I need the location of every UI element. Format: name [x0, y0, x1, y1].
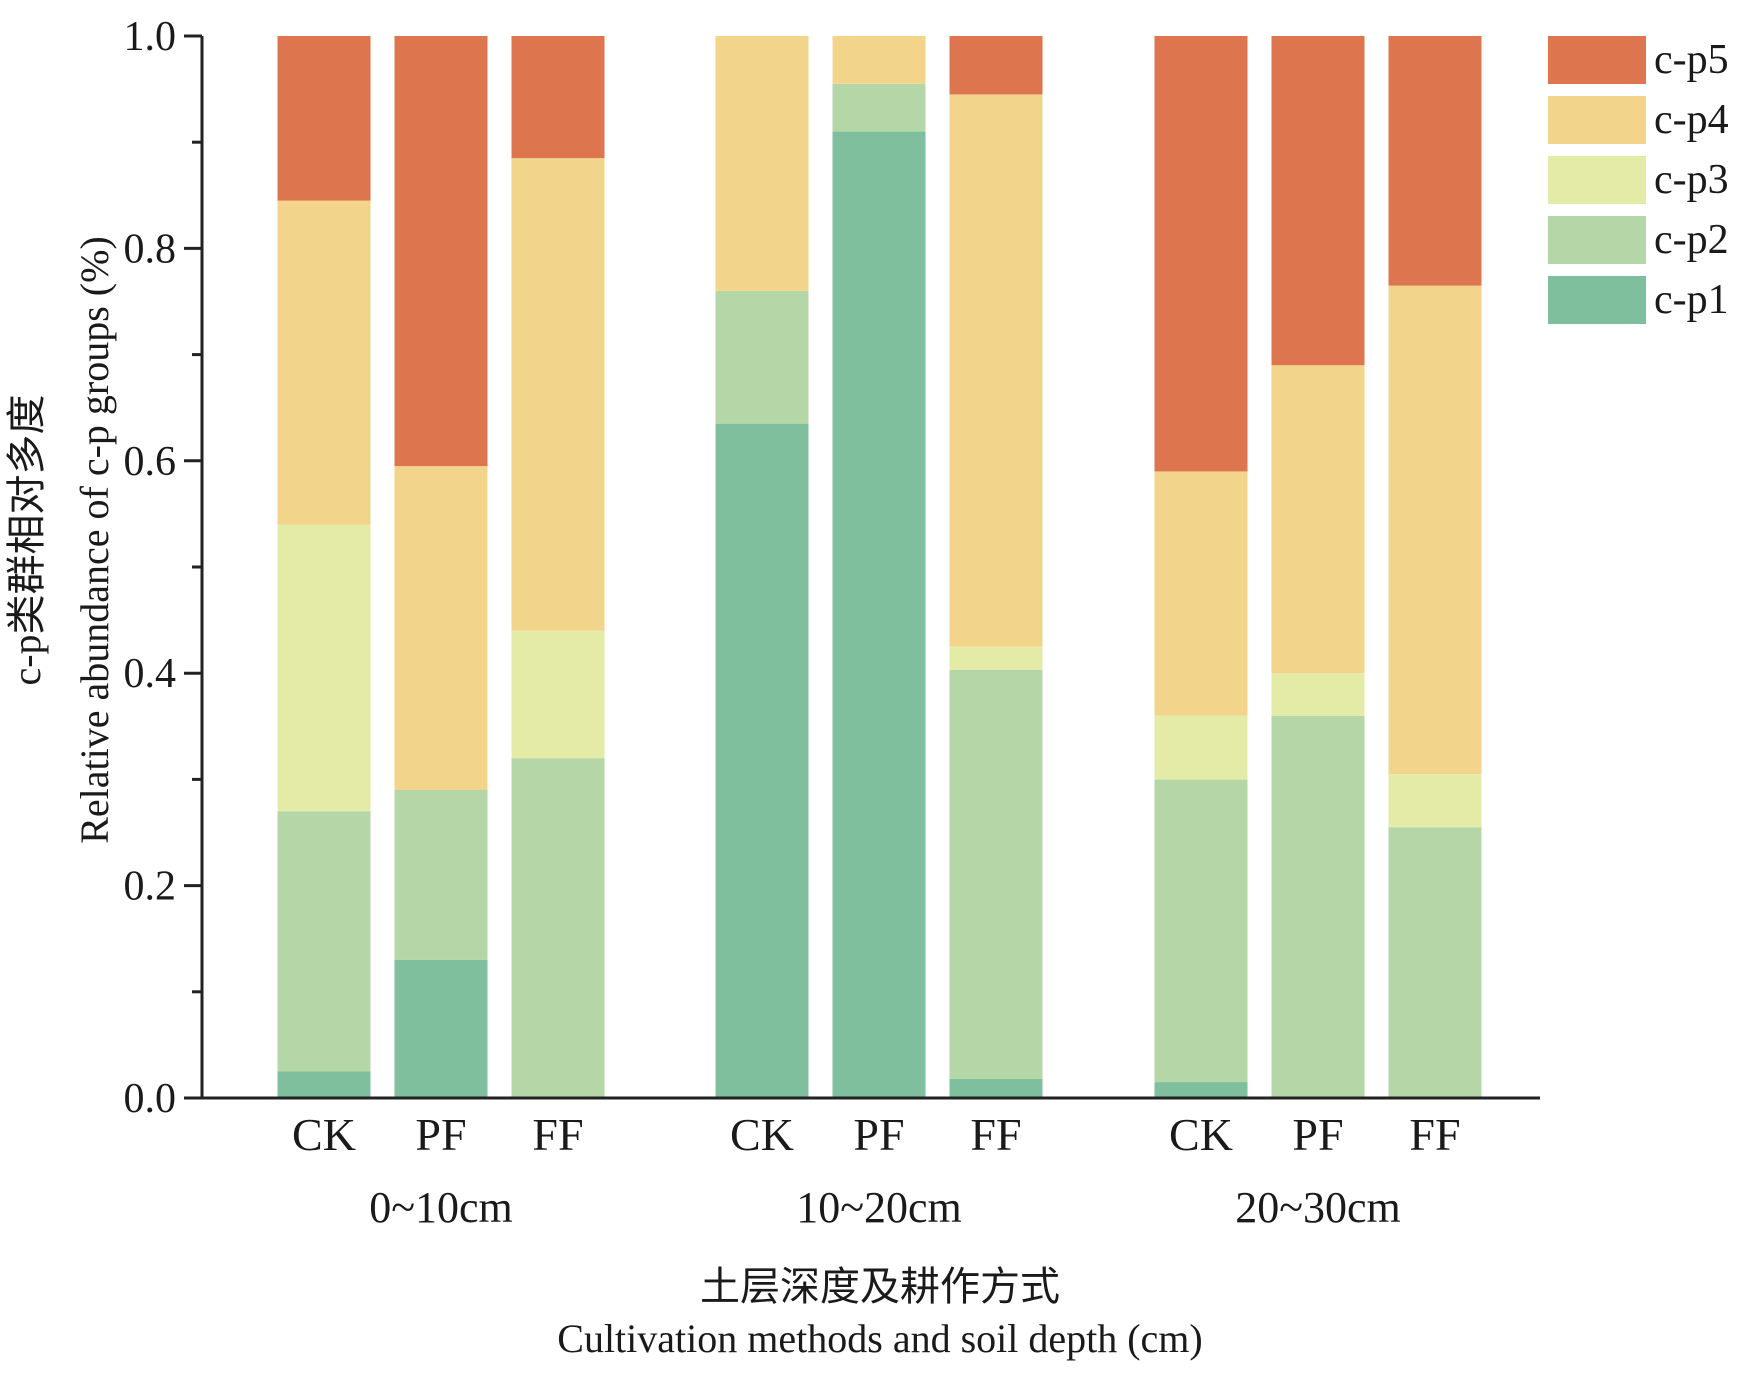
y-tick-label: 0.2 — [124, 864, 177, 910]
x-category-label: CK — [730, 1109, 794, 1160]
bar-segment-c-p2-6 — [949, 670, 1043, 1079]
bar-segment-c-p2-1 — [277, 811, 371, 1072]
x-category-label: FF — [532, 1109, 583, 1160]
bar-segment-c-p1-4 — [715, 423, 809, 1098]
y-tick-label: 0.8 — [124, 226, 177, 272]
bar-segment-c-p3-3 — [511, 630, 605, 759]
bars-layer — [277, 36, 1482, 1098]
bar-segment-c-p1-6 — [949, 1078, 1043, 1098]
legend-label-c-p4: c-p4 — [1654, 97, 1729, 143]
legend-swatch-c-p2 — [1548, 216, 1646, 264]
bar-segment-c-p3-8 — [1271, 673, 1365, 716]
bar-segment-c-p5-2 — [394, 36, 488, 467]
x-axis-title-cn: 土层深度及耕作方式 — [700, 1264, 1060, 1309]
axes-layer — [184, 34, 1540, 1100]
x-category-label: CK — [292, 1109, 356, 1160]
bar-segment-c-p2-7 — [1154, 779, 1248, 1083]
bar-segment-c-p4-7 — [1154, 471, 1248, 716]
x-group-label: 0~10cm — [369, 1183, 513, 1232]
bar-segment-c-p2-3 — [511, 758, 605, 1098]
bar-segment-c-p4-6 — [949, 94, 1043, 647]
bar-segment-c-p3-1 — [277, 524, 371, 812]
x-category-label: FF — [970, 1109, 1021, 1160]
bar-segment-c-p2-8 — [1271, 715, 1365, 1098]
bar-segment-c-p4-2 — [394, 466, 488, 791]
x-group-label: 20~30cm — [1235, 1183, 1401, 1232]
bar-segment-c-p2-9 — [1388, 827, 1482, 1098]
bar-segment-c-p5-1 — [277, 36, 371, 201]
x-category-label: PF — [853, 1109, 904, 1160]
bar-segment-c-p4-1 — [277, 200, 371, 525]
x-category-label: CK — [1169, 1109, 1233, 1160]
bar-segment-c-p1-5 — [832, 131, 926, 1098]
bar-segment-c-p5-9 — [1388, 36, 1482, 286]
bar-segment-c-p2-5 — [832, 83, 926, 132]
bar-segment-c-p3-6 — [949, 646, 1043, 671]
legend-label-c-p2: c-p2 — [1654, 217, 1729, 263]
y-tick-label: 0.6 — [124, 439, 177, 485]
bar-segment-c-p3-7 — [1154, 715, 1248, 780]
x-category-label: FF — [1409, 1109, 1460, 1160]
bar-segment-c-p3-9 — [1388, 774, 1482, 828]
bar-segment-c-p1-2 — [394, 959, 488, 1098]
legend-label-c-p1: c-p1 — [1654, 277, 1729, 323]
bar-segment-c-p2-2 — [394, 790, 488, 960]
x-category-label: PF — [415, 1109, 466, 1160]
x-category-label: PF — [1292, 1109, 1343, 1160]
legend-swatch-c-p1 — [1548, 276, 1646, 324]
y-axis-title-cn: c-p类群相对多度 — [4, 394, 49, 685]
bar-segment-c-p2-4 — [715, 290, 809, 424]
legend-label-c-p5: c-p5 — [1654, 37, 1729, 83]
x-axis-title-en: Cultivation methods and soil depth (cm) — [557, 1316, 1202, 1361]
bar-segment-c-p4-4 — [715, 36, 809, 291]
bar-segment-c-p5-8 — [1271, 36, 1365, 366]
x-group-label: 10~20cm — [796, 1183, 962, 1232]
bar-segment-c-p4-9 — [1388, 285, 1482, 775]
y-tick-label: 1.0 — [124, 14, 177, 60]
legend-swatch-c-p4 — [1548, 96, 1646, 144]
bar-segment-c-p5-6 — [949, 36, 1043, 95]
legend: c-p5 c-p4 c-p3 c-p2 c-p1 — [1548, 36, 1729, 324]
bar-segment-c-p4-3 — [511, 158, 605, 631]
bar-segment-c-p5-3 — [511, 36, 605, 159]
y-axis-title-en: Relative abundance of c-p groups (%) — [72, 236, 117, 844]
legend-swatch-c-p3 — [1548, 156, 1646, 204]
bar-segment-c-p1-1 — [277, 1071, 371, 1098]
bar-segment-c-p4-8 — [1271, 365, 1365, 674]
labels-layer: 0.0 0.2 0.4 0.6 0.8 1.0 CK PF FF CK PF FF CK PF FF 0~10… — [124, 14, 1461, 1232]
legend-label-c-p3: c-p3 — [1654, 157, 1729, 203]
bar-segment-c-p5-7 — [1154, 36, 1248, 472]
y-tick-label: 0.0 — [124, 1076, 177, 1122]
legend-swatch-c-p5 — [1548, 36, 1646, 84]
bar-segment-c-p4-5 — [832, 36, 926, 84]
bar-segment-c-p1-7 — [1154, 1082, 1248, 1098]
y-tick-label: 0.4 — [124, 651, 177, 697]
